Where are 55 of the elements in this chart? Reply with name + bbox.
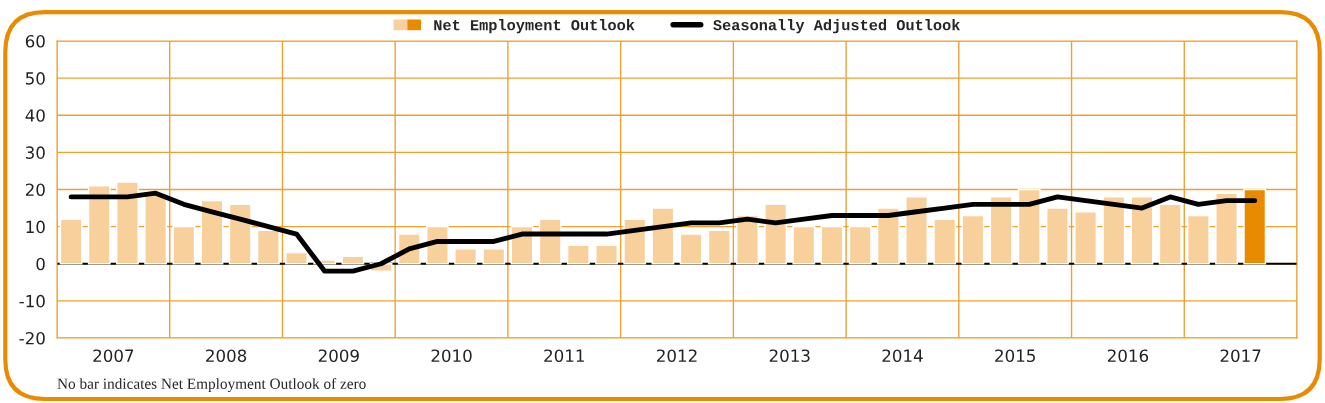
x-tick-label: 2015 bbox=[995, 349, 1035, 363]
bar bbox=[116, 181, 139, 265]
bar bbox=[87, 185, 111, 265]
bar bbox=[144, 192, 168, 265]
bar bbox=[1186, 214, 1210, 265]
bar bbox=[1158, 203, 1182, 265]
bar bbox=[482, 248, 506, 265]
y-tick-label: -20 bbox=[19, 331, 45, 345]
bar bbox=[566, 244, 590, 265]
text: No bar indicates Net Employment Outlook of zero bbox=[57, 377, 366, 393]
bar bbox=[1215, 192, 1238, 265]
bar bbox=[1074, 211, 1098, 265]
bar bbox=[1243, 188, 1267, 265]
bar bbox=[256, 229, 280, 265]
bar bbox=[285, 251, 308, 265]
y-tick-label: 50 bbox=[25, 72, 45, 85]
x-tick-label: 2012 bbox=[657, 349, 697, 363]
bar bbox=[1046, 207, 1069, 265]
bar bbox=[961, 214, 985, 265]
bar bbox=[820, 225, 844, 265]
bar bbox=[905, 196, 928, 265]
y-tick-label: 40 bbox=[25, 109, 45, 122]
x-tick-label: 2014 bbox=[882, 349, 923, 363]
y-tick-label: 20 bbox=[25, 183, 45, 197]
y-tick-label: 60 bbox=[25, 34, 45, 48]
x-tick-label: 2016 bbox=[1107, 349, 1149, 363]
bar bbox=[172, 225, 196, 265]
bar bbox=[1017, 188, 1041, 265]
x-tick-label: 2011 bbox=[544, 349, 584, 363]
x-tick-label: 2008 bbox=[206, 349, 247, 363]
bar bbox=[848, 225, 872, 265]
y-tick-label: 30 bbox=[25, 146, 45, 159]
y-tick-label: 0 bbox=[36, 257, 45, 271]
bar bbox=[538, 218, 562, 265]
x-tick-label: 2017 bbox=[1220, 349, 1261, 363]
bar bbox=[707, 229, 731, 265]
x-tick-label: 2010 bbox=[431, 349, 472, 363]
legend-label: Net Employment Outlook bbox=[434, 19, 635, 34]
bar bbox=[679, 233, 703, 265]
y-tick-label: -10 bbox=[19, 294, 45, 308]
bar bbox=[59, 218, 83, 265]
legend-label: Seasonally Adjusted Outlook bbox=[713, 19, 960, 34]
bar bbox=[454, 248, 478, 265]
bar bbox=[792, 225, 816, 265]
bar bbox=[228, 203, 252, 265]
x-tick-label: 2007 bbox=[93, 349, 134, 363]
x-tick-label: 2013 bbox=[769, 349, 810, 363]
x-tick-label: 2009 bbox=[318, 349, 359, 363]
bar bbox=[1102, 196, 1126, 265]
bar bbox=[736, 214, 759, 265]
bar bbox=[764, 203, 788, 265]
bar bbox=[876, 207, 900, 265]
bar bbox=[595, 244, 618, 265]
y-tick-label: 10 bbox=[26, 220, 45, 234]
bar bbox=[933, 218, 957, 265]
